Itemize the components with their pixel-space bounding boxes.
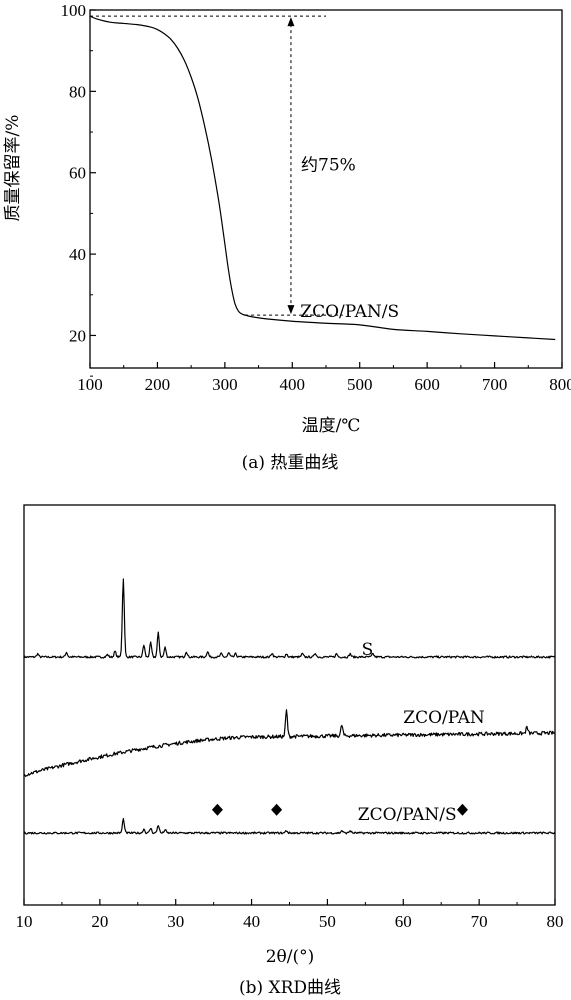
xrd-chart: 10 20 30 40 50 60 70 80 S ZCO/PAN ZCO/PAN/S 2θ/(°… — [16, 504, 564, 998]
tga-y-tick-label: 40 — [69, 245, 86, 264]
tga-y-axis-title: 质量保留率/% — [3, 115, 23, 222]
xrd-x-axis-title: 2θ/(°) — [266, 947, 315, 967]
tga-caption: (a) 热重曲线 — [242, 453, 339, 473]
tga-curve-zco-pan-s — [89, 15, 556, 341]
xrd-x-tick-label: 70 — [471, 912, 488, 931]
tga-arrow-up-head — [287, 17, 295, 27]
xrd-series-label: ZCO/PAN/S — [358, 805, 457, 825]
xrd-plot-frame — [23, 504, 556, 906]
xrd-series-label: S — [362, 640, 374, 660]
tga-x-tick-label: 700 — [482, 375, 508, 394]
tga-x-axis-title: 温度/℃ — [302, 416, 361, 436]
xrd-x-tick-label: 60 — [395, 912, 412, 931]
tga-y-tick-label: 80 — [69, 82, 86, 101]
xrd-caption: (b) XRD曲线 — [239, 978, 341, 998]
xrd-x-tick-label: 30 — [167, 912, 184, 931]
tga-x-tick-label: 600 — [414, 375, 440, 394]
xrd-x-tick-label: 40 — [243, 912, 260, 931]
tga-y-tick-label: 100 — [61, 1, 87, 20]
tga-arrow-down-head — [287, 305, 295, 315]
xrd-diamond-marker — [456, 803, 468, 816]
xrd-x-axis-title-text: 2θ/(°) — [266, 947, 315, 967]
tga-x-tick-label: 800 — [549, 375, 571, 394]
xrd-curve-s — [23, 578, 556, 659]
xrd-series-label: ZCO/PAN — [403, 708, 485, 728]
tga-y-tick-label: 20 — [69, 326, 86, 345]
tga-x-tick-label: 200 — [145, 375, 171, 394]
xrd-diamond-marker — [271, 803, 283, 816]
xrd-x-tick-label: 10 — [16, 912, 33, 931]
tga-x-tick-label: 400 — [280, 375, 306, 394]
xrd-x-tick-label: 80 — [547, 912, 564, 931]
tga-annotation-series-label: ZCO/PAN/S — [300, 302, 399, 322]
tga-x-tick-label: 500 — [347, 375, 373, 394]
xrd-curve-zco-pan-s — [23, 817, 556, 835]
tga-annotation-mass-loss: 约75% — [301, 156, 356, 176]
xrd-x-tick-label: 50 — [319, 912, 336, 931]
xrd-curve-zco-pan — [23, 709, 556, 777]
tga-x-tick-label: 300 — [212, 375, 238, 394]
tga-x-tick-label: 100 — [77, 375, 103, 394]
tga-chart: 100 200 300 400 500 600 700 800 20 40 60 80 100 约75%… — [3, 1, 571, 473]
xrd-diamond-marker — [211, 803, 223, 816]
tga-y-tick-label: 60 — [69, 164, 86, 183]
xrd-x-tick-label: 20 — [91, 912, 108, 931]
